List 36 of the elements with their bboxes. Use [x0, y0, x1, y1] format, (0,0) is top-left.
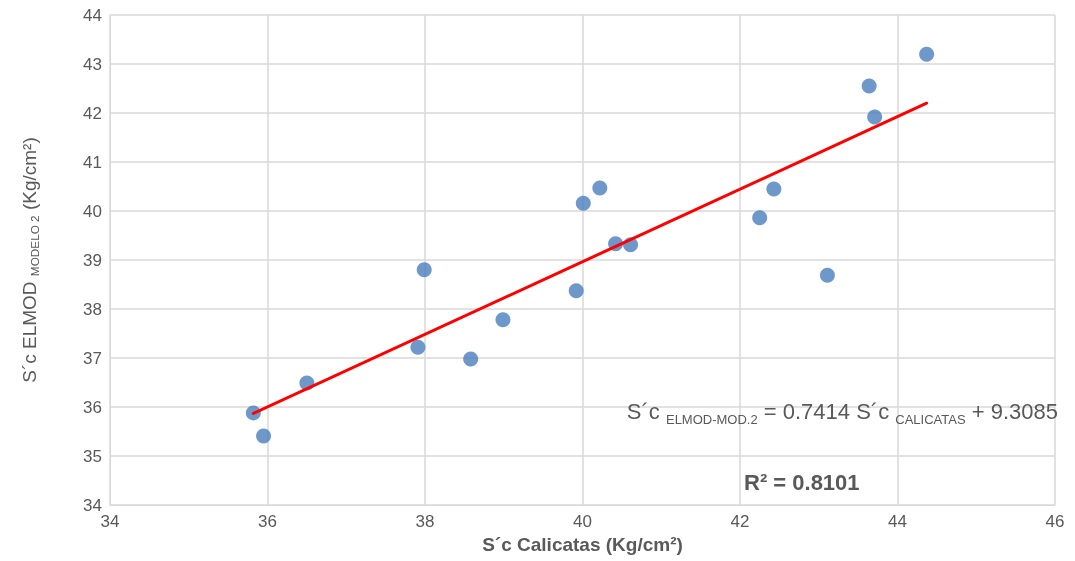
y-tick-label: 37 [83, 348, 102, 368]
y-tick-label: 39 [83, 250, 102, 270]
point [766, 181, 782, 197]
point [568, 283, 584, 299]
point [575, 195, 591, 211]
x-tick-label: 34 [100, 512, 120, 531]
point [463, 351, 479, 367]
annotation: R² = 0.8101 [744, 470, 860, 496]
point [752, 210, 768, 226]
x-tick-label: 42 [730, 512, 750, 531]
y-tick-label: 38 [83, 299, 102, 319]
x-tick-label: 46 [1045, 512, 1065, 531]
x-tick-label: 44 [888, 512, 907, 531]
x-tick-label: 36 [258, 512, 277, 531]
point [410, 339, 426, 355]
point [819, 267, 835, 283]
x-axis-title: S´c Calicatas (Kg/cm²) [482, 534, 683, 555]
point [919, 46, 935, 62]
point [495, 312, 511, 328]
point [592, 180, 608, 196]
point [416, 262, 432, 278]
y-tick-label: 41 [83, 152, 102, 172]
y-tick-label: 40 [83, 201, 102, 221]
y-tick-label: 43 [83, 54, 102, 74]
y-tick-label: 35 [83, 446, 102, 466]
y-tick-label: 36 [83, 397, 102, 417]
y-axis-title: S´c ELMOD MODELO 2 (Kg/cm²) [19, 137, 41, 383]
point [256, 428, 272, 444]
y-tick-label: 44 [83, 5, 102, 25]
x-tick-label: 40 [573, 512, 592, 531]
y-tick-label: 34 [83, 495, 102, 515]
x-tick-label: 38 [415, 512, 435, 531]
y-tick-label: 42 [83, 103, 102, 123]
annotation: S´c $_{ELMOD-MOD.2}$ = 0.7414 S´c $_{CALICATAS}$ + 9.3085 [626, 398, 1058, 428]
point [867, 109, 883, 125]
point [861, 78, 877, 94]
